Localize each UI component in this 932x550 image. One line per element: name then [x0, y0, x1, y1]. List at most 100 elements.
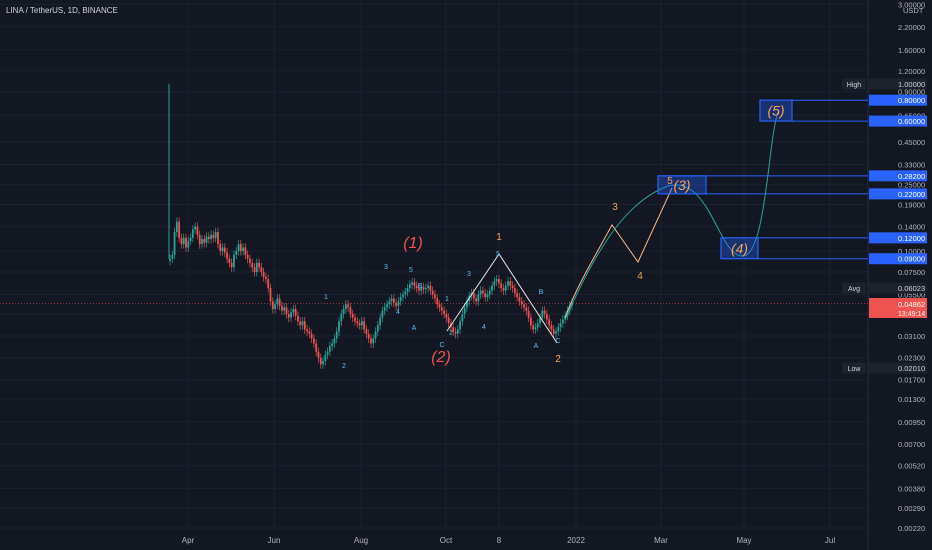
- x-tick-label: Jun: [268, 536, 281, 545]
- y-tick-label: 0.00520: [898, 462, 925, 471]
- axis-price-tag: [869, 115, 927, 127]
- candle-body: [523, 304, 525, 308]
- axis-price-tag-text: 0.22000: [898, 190, 925, 199]
- candle-body: [415, 285, 418, 289]
- wave-label: 4: [482, 324, 486, 331]
- wave-label: 4: [396, 309, 400, 316]
- candle-body: [333, 338, 336, 344]
- candle-body: [408, 284, 411, 289]
- candle-body: [495, 279, 498, 282]
- wave-label: (2): [431, 349, 451, 366]
- wave-label: 3: [612, 202, 618, 213]
- axis-price-tag: [869, 170, 927, 182]
- candle-body: [223, 247, 226, 253]
- axis-price-tag-text: 1.00000: [898, 80, 925, 89]
- candle-body: [287, 314, 290, 318]
- candle-body: [379, 317, 382, 326]
- candle-body: [525, 307, 528, 311]
- target-zone-label: (5): [767, 103, 784, 119]
- candle-body: [411, 282, 414, 285]
- wave-label: 5: [409, 267, 413, 274]
- candle-body: [436, 298, 439, 305]
- axis-price-tag: [869, 282, 927, 294]
- x-tick-label: Oct: [440, 536, 453, 545]
- candle-body: [354, 317, 356, 322]
- candle-body: [486, 294, 489, 298]
- candle-body: [372, 338, 375, 344]
- y-tick-label: 2.20000: [898, 23, 925, 32]
- axis-price-tag-text: 0.12000: [898, 234, 925, 243]
- candle-body: [239, 244, 242, 252]
- axis-price-tag: [869, 94, 927, 106]
- candle-body: [479, 290, 482, 295]
- candle-body: [418, 288, 420, 291]
- axis-price-tag-text: 0.09000: [898, 255, 925, 264]
- candle-body: [226, 252, 229, 259]
- candle-body: [539, 317, 541, 324]
- candle-body: [310, 333, 313, 339]
- candle-body: [276, 298, 279, 305]
- candle-body: [292, 309, 295, 313]
- y-tick-label: 0.25000: [898, 181, 925, 190]
- symbol-title[interactable]: LINA / TetherUS, 1D, BINANCE: [6, 6, 118, 15]
- axis-price-tag: [869, 253, 927, 265]
- candle-body: [395, 302, 398, 306]
- candle-body: [324, 354, 327, 361]
- wave-label: 5: [496, 251, 500, 258]
- y-tick-label: 0.00700: [898, 440, 925, 449]
- y-tick-label: 0.14000: [898, 223, 925, 232]
- candle-body: [388, 301, 391, 305]
- axis-price-tag: [869, 78, 927, 90]
- axis-tag-caption-bg: [842, 78, 866, 90]
- wave-label: 1: [496, 232, 502, 243]
- candle-body: [315, 343, 318, 352]
- candle-body: [219, 244, 222, 252]
- y-tick-label: 0.03100: [898, 332, 925, 341]
- wave-label: C: [555, 338, 560, 345]
- candle-body: [194, 226, 197, 230]
- candle-body: [370, 338, 372, 344]
- candle-body: [513, 288, 516, 294]
- candle-body: [502, 288, 505, 291]
- wave-label: B: [539, 289, 544, 296]
- candle-body: [422, 286, 425, 290]
- candle-body: [356, 321, 359, 324]
- candle-body: [559, 323, 562, 328]
- y-tick-label: 0.00290: [898, 504, 925, 513]
- x-tick-label: 8: [497, 536, 502, 545]
- candle-body: [255, 262, 258, 272]
- candle-body: [557, 327, 560, 332]
- candle-body: [178, 221, 181, 238]
- candle-body: [203, 239, 206, 243]
- currency-label: USDT: [903, 6, 924, 15]
- last-price-timer: 13:49:14: [898, 311, 925, 318]
- axis-price-tag-text: 0.06023: [898, 284, 925, 293]
- candle-body: [445, 314, 448, 318]
- candle-body: [541, 310, 544, 318]
- candle-body: [367, 333, 370, 339]
- candle-body: [365, 329, 368, 334]
- axis-price-tag-text: 0.80000: [898, 96, 925, 105]
- wave-label: 2: [342, 363, 346, 370]
- wave-label: C: [439, 342, 444, 349]
- axis-tag-caption: Low: [848, 366, 862, 373]
- candle-body: [322, 360, 324, 365]
- target-zone-label: (3): [673, 177, 690, 193]
- candle-body: [249, 258, 251, 263]
- candle-body: [482, 290, 484, 294]
- candle-body: [317, 351, 320, 358]
- target-zone-box: [720, 237, 759, 260]
- candle-body: [308, 331, 311, 334]
- candle-body: [504, 285, 507, 291]
- candle-body: [342, 309, 345, 315]
- projected-wave-path: [564, 187, 673, 319]
- candle-body: [351, 314, 354, 318]
- candle-body: [306, 329, 308, 332]
- y-tick-label: 0.05500: [898, 290, 925, 299]
- candle-body: [555, 331, 557, 334]
- candle-body: [431, 290, 434, 295]
- wave-label: 3: [467, 271, 471, 278]
- candle-body: [511, 285, 514, 289]
- candle-body: [404, 291, 407, 295]
